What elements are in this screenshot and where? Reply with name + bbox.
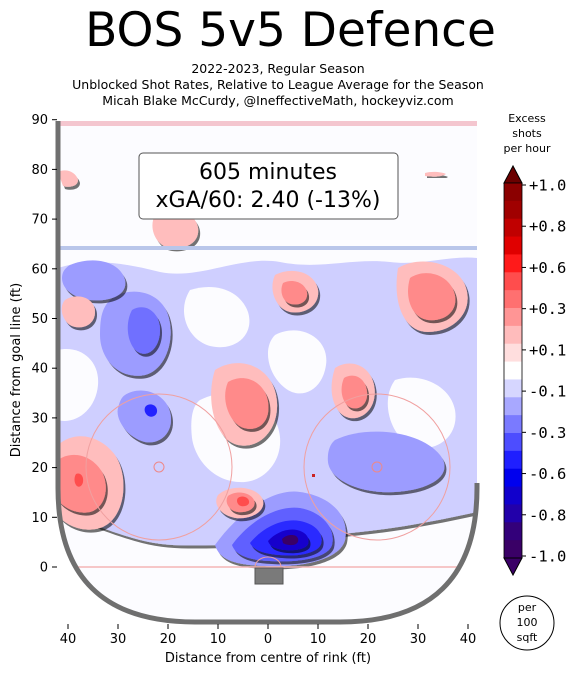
contour-plus-0.6-crease	[237, 496, 250, 507]
colorbar-swatch	[504, 218, 522, 238]
x-tick-label: 10	[310, 632, 327, 647]
contour-neutral-1	[183, 286, 250, 348]
rink-surface	[58, 121, 477, 622]
centre-line	[58, 121, 477, 126]
colorbar-tick-label: -0.3	[529, 424, 566, 442]
contour-neutral-2	[267, 330, 327, 394]
colorbar-swatch	[504, 522, 522, 541]
colorbar-border	[503, 182, 523, 559]
unit-badge-line1: per	[518, 601, 537, 614]
y-tick-label: 90	[31, 113, 48, 128]
x-tick-label: 10	[210, 632, 227, 647]
colorbar-tick-label: +0.8	[529, 218, 566, 236]
chart-title: BOS 5v5 Defence	[85, 3, 496, 58]
colorbar-swatch	[504, 433, 522, 452]
colorbar-swatch	[504, 290, 522, 309]
colorbar-swatch	[504, 200, 522, 220]
y-tick-label: 0	[40, 561, 48, 576]
contour-plus-0.1-neutral-c	[425, 171, 446, 177]
contour-neutral-4	[387, 377, 456, 449]
unit-badge-line2: 100	[517, 616, 538, 629]
colorbar-swatch	[504, 468, 522, 488]
colorbar-title-line3: per hour	[504, 142, 551, 155]
colorbar-swatch	[504, 308, 522, 327]
colorbar-swatch	[504, 397, 522, 416]
colorbar-top-arrow	[503, 164, 523, 184]
unit-badge	[499, 595, 555, 651]
colorbar-swatch	[504, 540, 522, 559]
y-tick-label: 50	[31, 312, 48, 327]
colorbar-tick-label: -0.8	[529, 506, 566, 524]
colorbar-swatch	[504, 415, 522, 434]
colorbar-swatch	[504, 343, 522, 363]
x-tick-label: 30	[110, 632, 127, 647]
colorbar-swatch	[504, 183, 522, 202]
xga-label: xGA/60: 2.40 (-13%)	[156, 188, 381, 213]
unit-badge-line3: sqft	[517, 631, 538, 644]
contour-minus-0.3-b	[117, 390, 171, 443]
colorbar-title-line1: Excess	[508, 112, 546, 125]
x-tick-label: 0	[264, 632, 272, 647]
contour-plus-0.3-right-high	[408, 273, 456, 321]
colorbar-tick-label: -0.1	[529, 383, 566, 401]
minutes-label: 605 minutes	[199, 160, 337, 185]
y-tick-label: 30	[31, 411, 48, 426]
goal-net	[254, 567, 284, 585]
colorbar-swatch	[504, 486, 522, 505]
subtitle-author: Micah Blake McCurdy, @IneffectiveMath, h…	[102, 93, 454, 108]
colorbar-tick-label: +0.6	[529, 259, 566, 277]
colorbar-title-line2: shots	[512, 127, 542, 140]
colorbar-tick-label: -0.6	[529, 465, 566, 483]
contour-plus-0.1-neutral-a	[152, 209, 199, 249]
subtitle-season: 2022-2023, Regular Season	[191, 61, 365, 76]
colorbar-swatch	[504, 361, 522, 380]
colorbar-ticks: +1.0 +0.8 +0.6 +0.3 +0.1 -0.1 -0.3 -0.6 -0.8 -1.0	[522, 177, 566, 566]
x-axis-label: Distance from centre of rink (ft)	[165, 651, 371, 666]
x-tick-label: 20	[160, 632, 177, 647]
colorbar-swatch	[504, 236, 522, 255]
contour-minus-1.0-core	[282, 535, 299, 546]
y-tick-label: 70	[31, 213, 48, 228]
colorbar-tick-label: +1.0	[529, 177, 566, 195]
rink-boards	[55, 121, 480, 625]
annotation-box	[138, 152, 399, 220]
colorbar-tick-label: +0.3	[529, 300, 566, 318]
colorbar-tick-label: +0.1	[529, 341, 566, 359]
y-tick-label: 80	[31, 163, 48, 178]
y-tick-label: 60	[31, 262, 48, 277]
y-tick-label: 10	[31, 511, 48, 526]
colorbar-swatch	[504, 450, 522, 470]
contour-minus-0.3-c	[327, 431, 445, 493]
contour-plus-0.3-center	[225, 378, 269, 429]
x-tick-label: 40	[60, 632, 77, 647]
contour-neutral-5	[58, 349, 99, 421]
x-axis: 40 30 20 10 0 10 20 30 40	[60, 624, 477, 647]
contour-plus-0.1-neutral-b	[58, 170, 78, 187]
contour-minus-0.6-b	[144, 404, 158, 417]
colorbar-swatch	[504, 272, 522, 291]
contour-minus-0.3-d	[62, 260, 126, 301]
blue-line	[58, 246, 477, 250]
y-tick-label: 20	[31, 461, 48, 476]
colorbar-swatch	[504, 379, 522, 398]
x-tick-label: 30	[410, 632, 427, 647]
colorbar-swatch	[504, 325, 522, 345]
subtitle-description: Unblocked Shot Rates, Relative to League…	[72, 77, 484, 92]
y-tick-label: 40	[31, 362, 48, 377]
y-axis-label: Distance from goal line (ft)	[9, 283, 24, 457]
contour-plus-0.1-left-high	[61, 296, 95, 328]
x-tick-label: 20	[360, 632, 377, 647]
colorbar-swatch	[504, 504, 522, 523]
colorbar	[503, 164, 523, 577]
contour-plus-0.3-top-center	[281, 281, 308, 305]
colorbar-swatch	[504, 254, 522, 273]
contour-plus-0.6-left-low	[74, 473, 84, 487]
x-tick-label: 40	[460, 632, 477, 647]
contour-minus-0.6-a	[127, 307, 160, 354]
y-axis: 0 10 20 30 40 50 60 70 80 90	[31, 113, 57, 576]
colorbar-tick-label: -1.0	[529, 548, 566, 566]
colorbar-bottom-arrow	[503, 557, 523, 577]
